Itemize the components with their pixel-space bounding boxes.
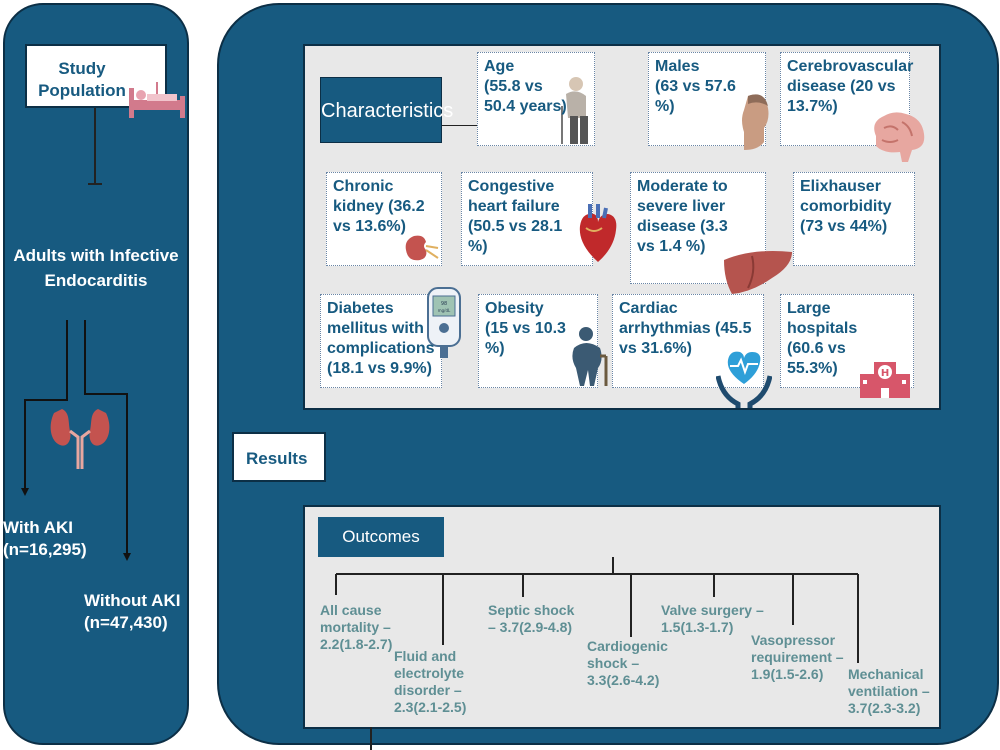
characteristic-text: 13.7%) — [787, 98, 838, 115]
characteristics-connector — [442, 125, 480, 126]
outcome-valve: Valve surgery –1.5(1.3-1.7) — [661, 602, 764, 636]
svg-text:mg/dL: mg/dL — [438, 308, 451, 313]
characteristic-text: disease (20 vs — [787, 78, 896, 95]
characteristic-text: Congestive — [468, 178, 555, 195]
outcome-text: 2.3(2.1-2.5) — [394, 699, 467, 715]
outcome-text: All cause — [320, 602, 382, 618]
heart-icon — [576, 204, 620, 269]
outcome-ventilation: Mechanical ventilation –3.7(2.3-3.2) — [848, 666, 930, 717]
glucometer-icon: 98 mg/dL — [426, 286, 462, 363]
hospital-icon: H — [858, 358, 912, 403]
study-population-box: Study Population — [25, 44, 185, 118]
outcome-septic: Septic shock – 3.7(2.9-4.8) — [488, 602, 574, 636]
characteristic-text: complications — [327, 340, 435, 357]
connector-line — [94, 108, 96, 184]
outcome-text: shock – — [587, 655, 640, 671]
characteristic-text: Moderate to — [637, 178, 728, 195]
characteristic-text: heart failure — [468, 198, 560, 215]
characteristic-text: disease (3.3 — [637, 218, 728, 235]
with-aki-label: With AKI (n=16,295) — [3, 518, 87, 559]
outcome-mortality: All cause mortality –2.2(1.8-2.7) — [320, 602, 392, 653]
characteristic-text: (73 vs 44%) — [800, 218, 888, 235]
meter-text: 98 — [441, 301, 447, 307]
left-panel — [3, 3, 189, 745]
characteristic-text: Cerebrovascular — [787, 58, 914, 75]
characteristic-text: vs 13.6%) — [333, 218, 406, 235]
outcome-cardiogenic: Cardiogenic shock –3.3(2.6-4.2) — [587, 638, 668, 689]
male-head-icon — [738, 90, 772, 157]
outcome-text: requirement – — [751, 649, 844, 665]
kidney-icon — [404, 232, 440, 269]
characteristic-text: (60.6 vs — [787, 340, 846, 357]
characteristic-text: (18.1 vs 9.9%) — [327, 360, 432, 377]
characteristic-text: vs 31.6%) — [619, 340, 692, 357]
characteristic-text: hospitals — [787, 320, 858, 337]
outcome-text: Cardiogenic — [587, 638, 668, 654]
characteristic-card-chf: Congestive heart failure (50.5 vs 28.1%) — [461, 172, 593, 266]
outcome-text: Mechanical — [848, 666, 924, 682]
outcome-fluid: Fluid and electrolyte disorder –2.3(2.1-2.… — [394, 648, 466, 716]
characteristic-text: Elixhauser — [800, 178, 881, 195]
characteristic-text: comorbidity — [800, 198, 892, 215]
outcomes-tree-lines — [335, 557, 859, 750]
characteristic-card-diabetes: Diabetes mellitus with complications (18.1 … — [320, 294, 442, 388]
hospital-bed-icon — [129, 82, 185, 118]
outcome-text: 2.2(1.8-2.7) — [320, 636, 393, 652]
outcome-text: Septic shock — [488, 602, 575, 618]
outcome-text: electrolyte — [394, 665, 465, 681]
outcome-text: Fluid and — [394, 648, 457, 664]
outcome-text: – 3.7(2.9-4.8) — [488, 619, 573, 635]
characteristic-text: Cardiac — [619, 300, 678, 317]
elderly-person-icon — [558, 76, 594, 151]
svg-text:H: H — [881, 368, 889, 379]
results-label: Results — [232, 432, 326, 482]
characteristic-text: %) — [468, 238, 488, 255]
characteristic-text: (50.5 vs 28.1 — [468, 218, 563, 235]
characteristic-text: Large — [787, 300, 831, 317]
outcome-text: Vasopressor — [751, 632, 836, 648]
obese-person-icon — [570, 326, 614, 393]
characteristic-text: 55.3%) — [787, 360, 838, 377]
characteristic-text: Obesity — [485, 300, 544, 317]
characteristic-text: 50.4 years) — [484, 98, 567, 115]
characteristic-text: Diabetes — [327, 300, 394, 317]
characteristic-text: Chronic — [333, 178, 394, 195]
adults-label: Adults with Infective Endocarditis — [13, 246, 179, 290]
outcome-text: mortality – — [320, 619, 391, 635]
outcome-vasopressor: Vasopressor requirement –1.9(1.5-2.6) — [751, 632, 844, 683]
heart-in-hands-icon — [715, 346, 773, 413]
characteristic-text: %) — [485, 340, 505, 357]
characteristic-text: kidney (36.2 — [333, 198, 425, 215]
characteristic-card-elix: Elixhauser comorbidity (73 vs 44%) — [793, 172, 915, 266]
liver-icon — [722, 248, 794, 301]
characteristic-text: vs 1.4 %) — [637, 238, 706, 255]
characteristic-text: (15 vs 10.3 — [485, 320, 566, 337]
characteristic-text: Age — [484, 58, 515, 75]
outcome-text: ventilation – — [848, 683, 930, 699]
outcome-text: 3.7(2.3-3.2) — [848, 700, 921, 716]
outcome-text: 1.5(1.3-1.7) — [661, 619, 734, 635]
characteristic-text: arrhythmias (45.5 — [619, 320, 752, 337]
outcomes-title: Outcomes — [318, 517, 444, 557]
study-population-label: Study Population — [38, 59, 126, 100]
brain-icon — [868, 110, 928, 169]
characteristic-text: %) — [655, 98, 675, 115]
without-aki-label: Without AKI (n=47,430) — [84, 591, 181, 632]
characteristic-text: (55.8 vs — [484, 78, 543, 95]
characteristic-text: (63 vs 57.6 — [655, 78, 736, 95]
characteristics-title: Characteristics — [320, 77, 453, 143]
kidneys-icon — [50, 409, 110, 469]
characteristic-text: Males — [655, 58, 700, 75]
outcome-text: Valve surgery – — [661, 602, 764, 618]
characteristic-text: mellitus with — [327, 320, 424, 337]
outcome-text: disorder – — [394, 682, 462, 698]
connector-tee — [88, 183, 102, 185]
outcome-text: 1.9(1.5-2.6) — [751, 666, 824, 682]
aki-split-lines — [21, 320, 131, 561]
characteristic-text: severe liver — [637, 198, 726, 215]
outcome-text: 3.3(2.6-4.2) — [587, 672, 660, 688]
